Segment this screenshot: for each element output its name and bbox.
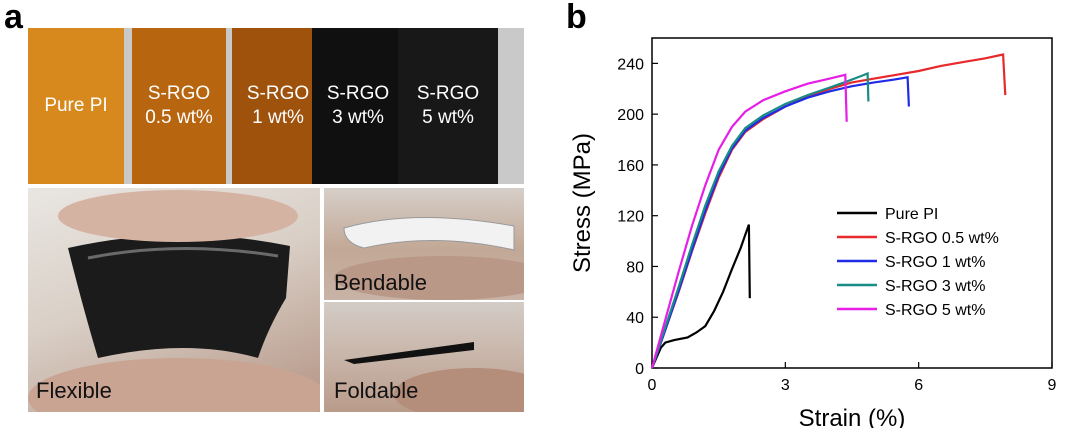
y-tick-label: 40 [626, 310, 644, 327]
film-strip: S-RGO 1 wt% [232, 28, 324, 184]
x-tick-label: 6 [914, 377, 923, 394]
strip-label-line2: 5 wt% [422, 107, 474, 128]
stress-strain-chart: 0 3 6 9 0 40 80 120 160 200 240 Strain (%) Stress (M… [569, 37, 1057, 428]
bendable-film-illustration [334, 217, 524, 300]
x-tick-label: 9 [1048, 377, 1057, 394]
legend-label: S-RGO 5 wt% [885, 302, 985, 319]
panel-b-letter: b [566, 0, 587, 36]
film-strip: Pure PI [28, 28, 124, 184]
y-tick-label: 80 [626, 259, 644, 276]
series-line [650, 224, 751, 369]
bendable-label: Bendable [334, 270, 427, 295]
legend-label: S-RGO 1 wt% [885, 254, 985, 271]
legend-label: Pure PI [885, 206, 938, 223]
strip-label-line1: S-RGO [326, 83, 390, 104]
y-tick-label: 0 [635, 361, 644, 378]
bendable-photo: Bendable [324, 188, 524, 300]
foldable-film-illustration [344, 342, 524, 412]
flexible-film-illustration [28, 190, 320, 412]
y-tick-label: 120 [617, 209, 644, 226]
series-line [650, 71, 870, 369]
legend-label: S-RGO 0.5 wt% [885, 230, 999, 247]
x-tick-label: 3 [781, 377, 790, 394]
strip-label-line2: 0.5 wt% [145, 107, 213, 128]
film-strips-photo: Pure PI S-RGO 0.5 wt% S-RGO 1 wt% S-RGO … [28, 28, 524, 184]
film-strip: S-RGO 3 wt% [312, 28, 404, 184]
strip-label-line1: S-RGO [416, 83, 480, 104]
x-tick-label: 0 [648, 377, 657, 394]
strip-label-line1: Pure PI [44, 95, 108, 116]
legend-label: S-RGO 3 wt% [885, 278, 985, 295]
plot-frame [651, 37, 1053, 369]
y-tick-label: 240 [617, 56, 644, 73]
flexible-photo: Flexible [28, 188, 320, 412]
panel-a-letter: a [4, 0, 23, 36]
series-line [650, 76, 910, 369]
y-axis-label: Stress (MPa) [569, 133, 596, 273]
series-line [650, 73, 848, 369]
strip-label-line1: S-RGO [246, 83, 310, 104]
flexible-label: Flexible [36, 378, 112, 403]
strip-label-line2: 3 wt% [332, 107, 384, 128]
strip-label-line1: S-RGO [147, 83, 211, 104]
foldable-photo: Foldable [324, 302, 524, 412]
y-tick-label: 200 [617, 107, 644, 124]
film-strip: S-RGO 0.5 wt% [132, 28, 226, 184]
film-strip: S-RGO 5 wt% [398, 28, 498, 184]
x-axis-label: Strain (%) [799, 405, 906, 428]
strip-label-line2: 1 wt% [252, 107, 304, 128]
y-tick-label: 160 [617, 158, 644, 175]
foldable-label: Foldable [334, 378, 419, 403]
